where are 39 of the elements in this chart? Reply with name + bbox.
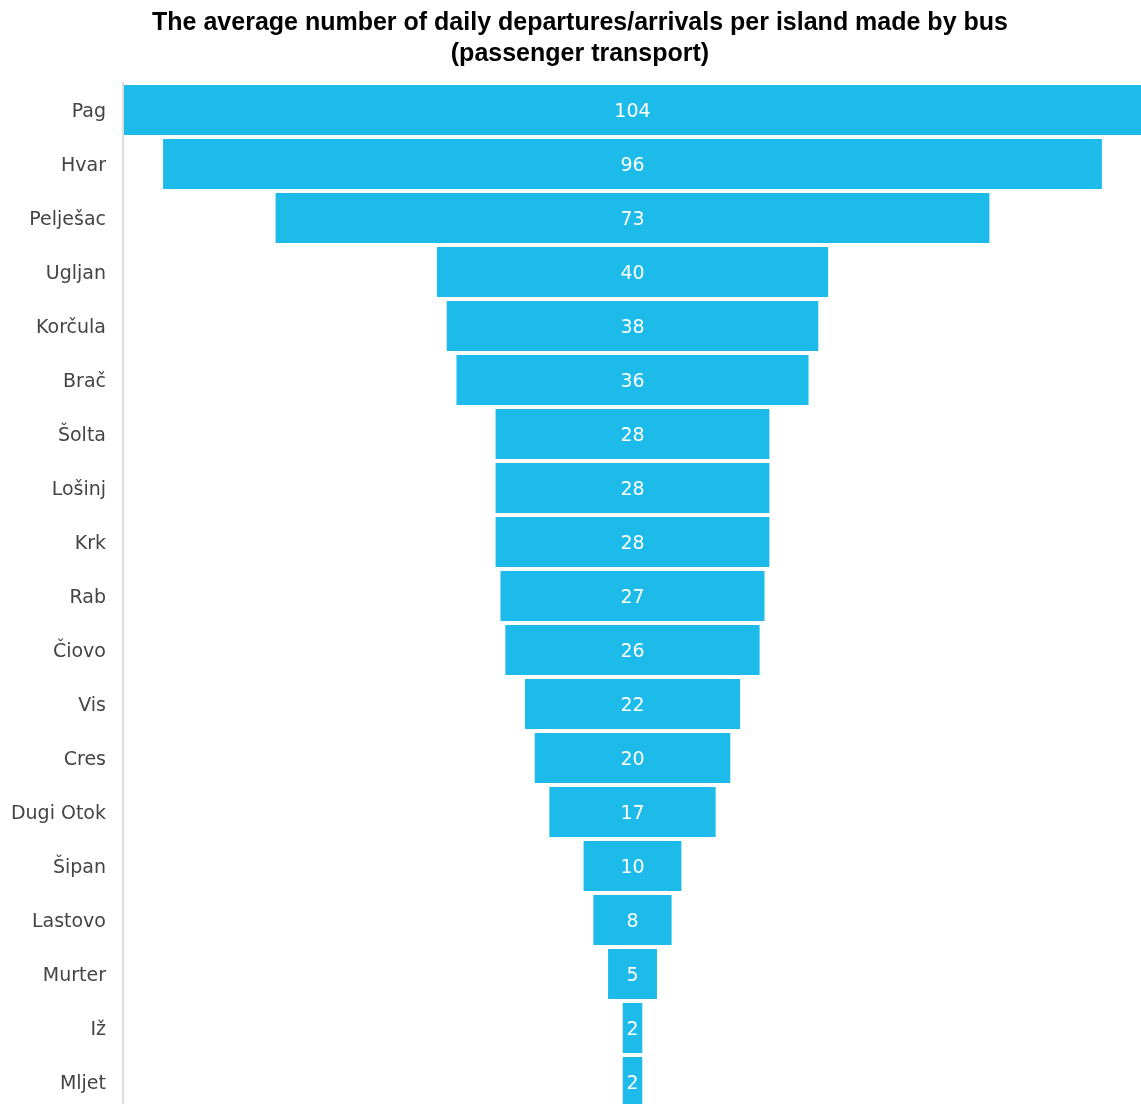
data-label: 8 <box>626 909 639 931</box>
data-label: 2 <box>626 1071 639 1093</box>
data-label: 104 <box>614 99 651 121</box>
data-label: 73 <box>620 207 645 229</box>
data-label: 40 <box>620 261 645 283</box>
category-label: Cres <box>63 747 106 769</box>
category-label: Ugljan <box>45 261 106 283</box>
category-label: Murter <box>42 963 107 985</box>
data-label: 27 <box>620 585 645 607</box>
category-label: Šolta <box>57 422 106 445</box>
category-label: Čiovo <box>52 638 106 661</box>
data-label: 96 <box>620 153 645 175</box>
category-label: Korčula <box>36 315 106 337</box>
data-label: 5 <box>626 963 639 985</box>
category-label: Pag <box>71 99 106 121</box>
data-label: 28 <box>620 531 645 553</box>
category-label: Lošinj <box>51 477 106 499</box>
data-label: 10 <box>620 855 645 877</box>
category-label: Rab <box>69 585 106 607</box>
category-label: Šipan <box>52 854 106 877</box>
data-label: 22 <box>620 693 645 715</box>
data-label: 20 <box>620 747 645 769</box>
text: The average number of daily departures/arrivals per island made by bus (passenger transport) <box>152 7 1008 66</box>
category-label: Dugi Otok <box>10 801 106 823</box>
data-label: 28 <box>620 423 645 445</box>
category-label: Brač <box>63 369 106 391</box>
category-label: Iž <box>90 1017 107 1039</box>
data-label: 38 <box>620 315 645 337</box>
category-label: Hvar <box>61 153 107 175</box>
data-label: 26 <box>620 639 645 661</box>
data-label: 28 <box>620 477 645 499</box>
data-label: 36 <box>620 369 645 391</box>
data-label: 17 <box>620 801 645 823</box>
category-label: Pelješac <box>29 207 106 229</box>
data-label: 2 <box>626 1017 639 1039</box>
category-label: Vis <box>78 693 106 715</box>
category-label: Krk <box>74 531 106 553</box>
category-label: Mljet <box>59 1071 106 1093</box>
category-label: Lastovo <box>31 909 106 931</box>
